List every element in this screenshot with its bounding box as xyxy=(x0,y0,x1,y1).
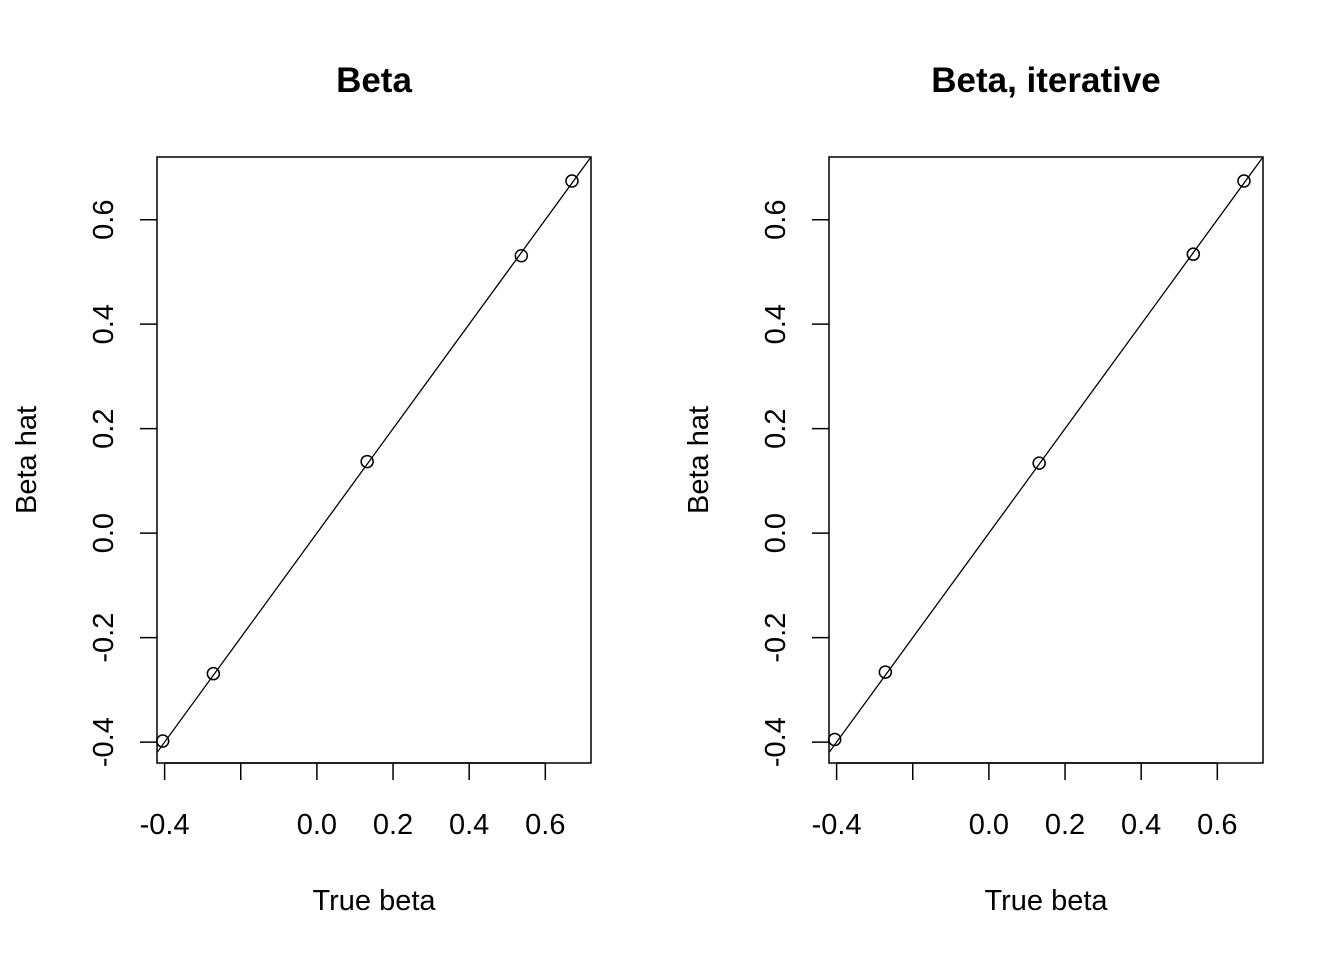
chart-1-x-tick-label: 0.4 xyxy=(449,809,489,841)
chart-1-data-point xyxy=(565,174,579,188)
chart-2: Beta, iterative -0.4 0.0 0.2 0.4 0.6 -0.4 -0.2 0… xyxy=(683,61,1264,917)
chart-1-y-tick-label: -0.2 xyxy=(88,613,120,663)
chart-1-x-tick-label: 0.2 xyxy=(373,809,413,841)
chart-2-reference-line xyxy=(829,157,1263,753)
chart-1-y-tick-label: -0.4 xyxy=(88,717,120,767)
chart-1: Beta -0.4 0.0 0.2 0.4 0.6 -0.4 -0.2 0.0 0.2 0.4 0.6… xyxy=(11,61,592,917)
chart-2-x-tick-label: -0.4 xyxy=(812,809,862,841)
chart-2-data-point xyxy=(878,665,893,679)
chart-1-data-point xyxy=(206,666,221,681)
chart-2-data-point xyxy=(827,732,842,747)
chart-2-y-tick-label: -0.2 xyxy=(760,613,792,663)
chart-2-y-axis-label: Beta hat xyxy=(683,406,715,514)
chart-1-y-tick-label: 0.4 xyxy=(88,304,120,344)
chart-2-data-point xyxy=(1237,174,1251,188)
chart-2-title: Beta, iterative xyxy=(931,61,1161,100)
chart-1-x-tick-label: 0.0 xyxy=(297,809,337,841)
chart-1-title: Beta xyxy=(336,61,412,100)
chart-1-plot-frame xyxy=(156,156,592,764)
chart-1-data-point xyxy=(155,734,170,748)
chart-1-y-tick-label: 0.2 xyxy=(88,408,120,448)
chart-1-x-tick-label: -0.4 xyxy=(140,809,190,841)
chart-2-y-tick-label: 0.6 xyxy=(760,200,792,240)
chart-2-x-tick-label: 0.4 xyxy=(1121,809,1161,841)
chart-1-data-point xyxy=(514,248,529,263)
chart-1-reference-line xyxy=(157,157,591,753)
chart-2-x-tick-label: 0.2 xyxy=(1045,809,1085,841)
chart-1-y-tick-label: 0.0 xyxy=(88,513,120,553)
chart-1-x-axis-label: True beta xyxy=(312,885,436,917)
chart-1-y-tick-label: 0.6 xyxy=(88,200,120,240)
chart-2-data-point xyxy=(1032,456,1046,470)
chart-2-y-tick-label: -0.4 xyxy=(760,717,792,767)
chart-1-data-point xyxy=(360,454,374,469)
chart-2-y-tick-label: 0.0 xyxy=(760,513,792,553)
chart-2-x-tick-label: 0.6 xyxy=(1197,809,1237,841)
chart-2-plot-frame xyxy=(828,156,1264,764)
chart-2-data-point xyxy=(1186,247,1201,261)
chart-2-x-axis-label: True beta xyxy=(984,885,1108,917)
chart-1-y-axis-label: Beta hat xyxy=(11,406,43,514)
chart-2-y-tick-label: 0.4 xyxy=(760,304,792,344)
chart-2-x-tick-label: 0.0 xyxy=(969,809,1009,841)
chart-2-y-tick-label: 0.2 xyxy=(760,408,792,448)
chart-1-x-tick-label: 0.6 xyxy=(525,809,565,841)
